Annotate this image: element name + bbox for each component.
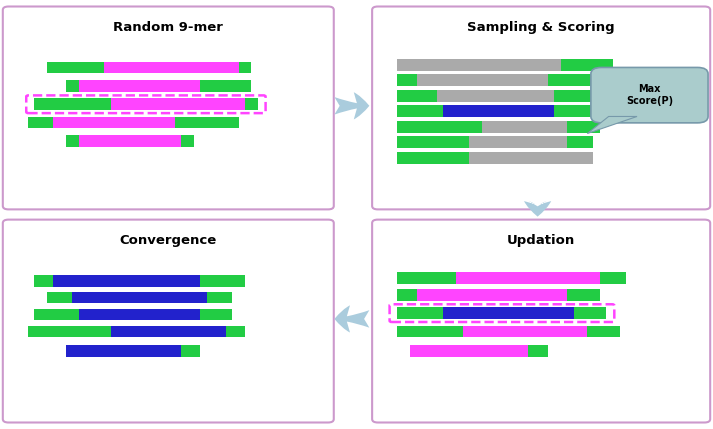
FancyBboxPatch shape — [3, 6, 334, 209]
Bar — [568, 121, 600, 133]
Bar — [239, 62, 252, 73]
Bar — [554, 90, 600, 102]
Bar — [397, 74, 417, 86]
FancyBboxPatch shape — [372, 6, 710, 209]
Text: Max
Score(P): Max Score(P) — [626, 85, 673, 106]
Bar — [483, 121, 568, 133]
Bar — [200, 275, 245, 287]
Bar — [34, 308, 79, 320]
Bar — [53, 275, 200, 287]
Bar — [568, 136, 593, 148]
Bar — [469, 152, 593, 164]
Text: Random 9-mer: Random 9-mer — [113, 21, 223, 33]
Bar — [548, 74, 607, 86]
Bar — [397, 289, 417, 301]
Bar — [560, 59, 613, 71]
Bar — [411, 345, 528, 357]
Bar — [111, 326, 226, 337]
Bar — [397, 272, 456, 284]
FancyBboxPatch shape — [372, 220, 710, 423]
Bar — [73, 292, 207, 303]
Bar — [554, 106, 607, 117]
Bar — [207, 292, 232, 303]
FancyBboxPatch shape — [591, 67, 708, 123]
Polygon shape — [588, 116, 637, 133]
Bar — [226, 326, 245, 337]
FancyBboxPatch shape — [3, 220, 334, 423]
Bar — [28, 117, 53, 129]
Bar — [104, 62, 239, 73]
Bar — [469, 136, 568, 148]
Bar — [397, 106, 443, 117]
Bar — [34, 275, 53, 287]
Bar — [79, 308, 200, 320]
Bar — [463, 326, 587, 337]
Bar — [456, 272, 600, 284]
Bar — [28, 326, 111, 337]
Bar — [397, 59, 560, 71]
Bar — [47, 292, 73, 303]
Bar — [181, 345, 200, 357]
Bar — [66, 135, 79, 147]
Bar — [181, 135, 194, 147]
Bar — [79, 135, 181, 147]
Bar — [568, 289, 600, 301]
Text: Sampling & Scoring: Sampling & Scoring — [467, 21, 615, 33]
Bar — [79, 80, 200, 92]
Bar — [47, 62, 104, 73]
Bar — [397, 152, 469, 164]
Bar — [417, 74, 548, 86]
Bar — [600, 272, 626, 284]
Bar — [66, 345, 181, 357]
Bar — [200, 308, 232, 320]
Bar — [574, 307, 607, 319]
Bar — [528, 345, 548, 357]
Bar — [34, 98, 111, 110]
Bar — [245, 98, 258, 110]
Bar — [587, 326, 620, 337]
Bar — [397, 326, 463, 337]
Bar — [436, 90, 554, 102]
Bar — [443, 307, 574, 319]
Bar — [397, 121, 483, 133]
Bar — [175, 117, 239, 129]
Text: Convergence: Convergence — [120, 234, 217, 247]
Bar — [397, 307, 443, 319]
Bar — [417, 289, 568, 301]
Bar — [397, 90, 436, 102]
Bar — [397, 136, 469, 148]
Bar — [200, 80, 252, 92]
Bar — [66, 80, 79, 92]
Bar — [443, 106, 554, 117]
Text: Updation: Updation — [507, 234, 575, 247]
Bar — [111, 98, 245, 110]
Bar — [53, 117, 175, 129]
